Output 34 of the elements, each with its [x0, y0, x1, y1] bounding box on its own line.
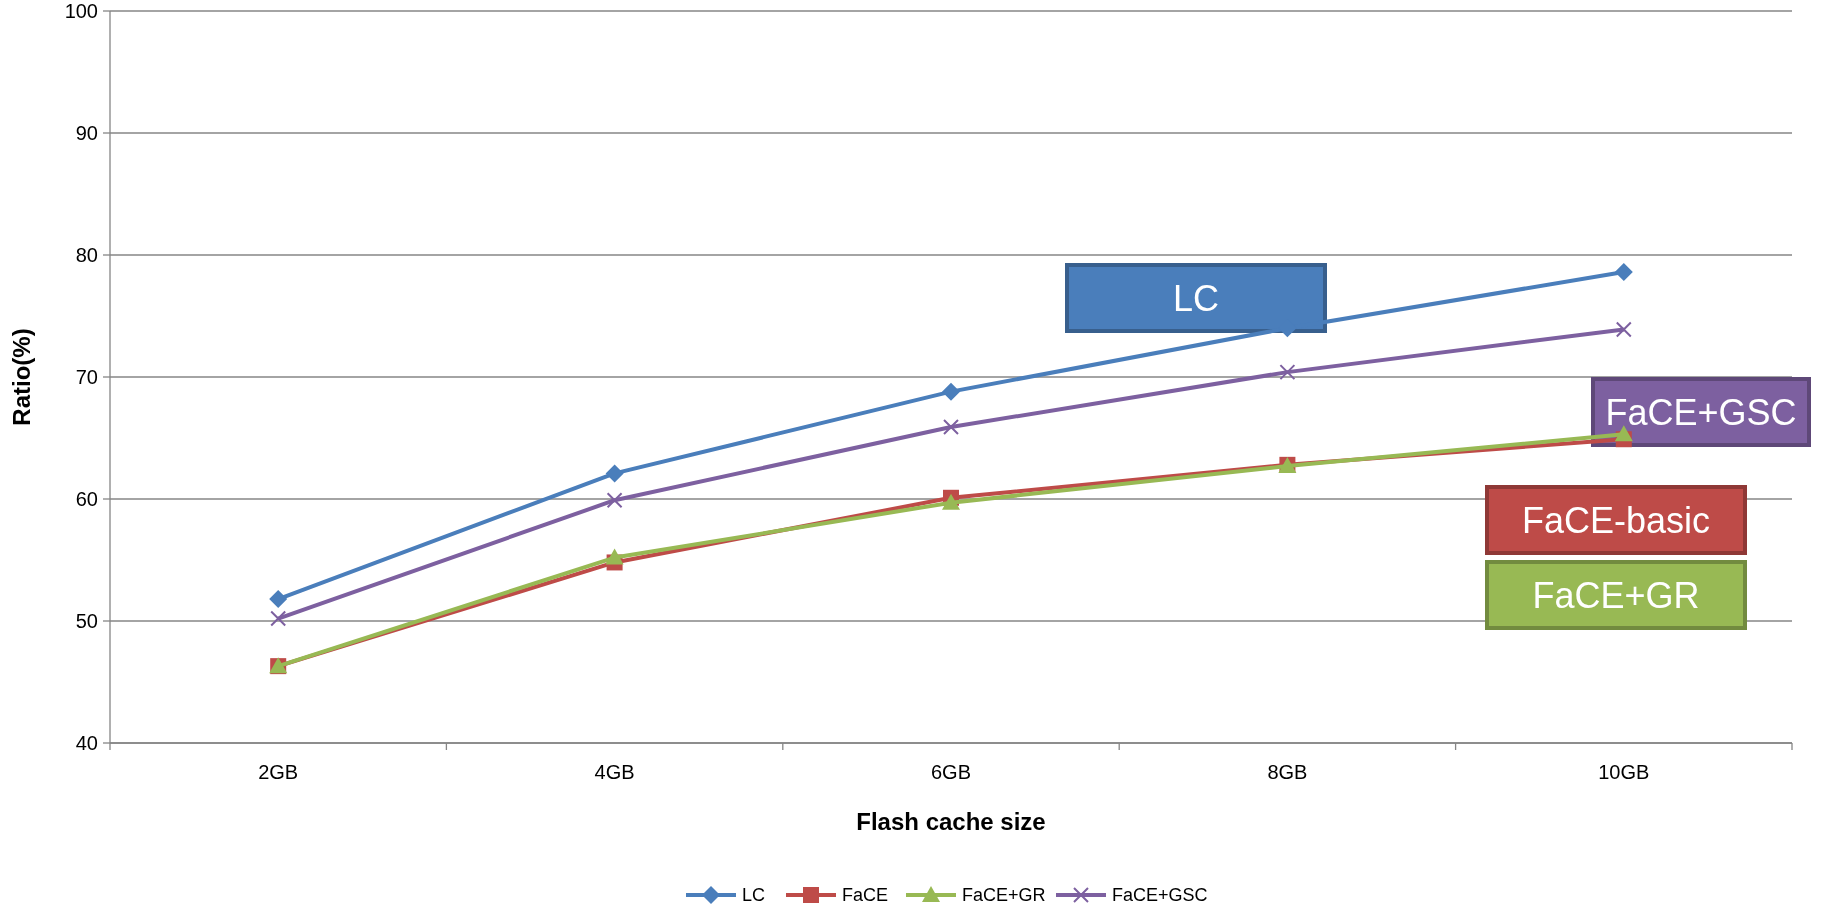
y-tick-label: 90 — [75, 122, 98, 144]
x-axis-title: Flash cache size — [856, 808, 1046, 835]
point — [606, 492, 623, 509]
point — [270, 610, 287, 627]
point — [1614, 263, 1633, 282]
legend-label: FaCE+GSC — [1112, 885, 1208, 906]
y-tick-label: 100 — [64, 0, 98, 22]
legend-label: FaCE+GR — [962, 885, 1046, 906]
annotation: LC — [1172, 277, 1220, 319]
x-tick-label: 2GB — [258, 761, 299, 783]
y-tick-label: 80 — [75, 244, 98, 266]
point — [942, 382, 960, 401]
y-tick-label: 60 — [75, 488, 98, 510]
point — [1614, 425, 1633, 442]
annotation: FaCE-basic — [1521, 499, 1711, 541]
point — [1615, 321, 1632, 338]
y-tick-label: 50 — [75, 610, 98, 632]
y-axis-title: Ratio(%) — [8, 328, 35, 426]
x-tick-label: 6GB — [930, 761, 972, 783]
x-tick-label: 8GB — [1267, 761, 1308, 783]
legend-label: LC — [742, 885, 766, 906]
point — [942, 493, 960, 510]
y-tick-label: 40 — [75, 732, 98, 754]
point — [269, 590, 288, 609]
y-tick-label: 70 — [75, 366, 98, 388]
annotation: FaCE+GR — [1532, 574, 1700, 616]
x-tick-label: 10GB — [1598, 761, 1650, 783]
point — [605, 548, 624, 565]
annotation: FaCE+GSC — [1605, 391, 1797, 433]
point — [1279, 364, 1296, 381]
legend-label: FaCE — [842, 885, 889, 906]
point — [943, 419, 959, 436]
x-tick-label: 4GB — [594, 761, 635, 783]
point — [605, 464, 624, 483]
